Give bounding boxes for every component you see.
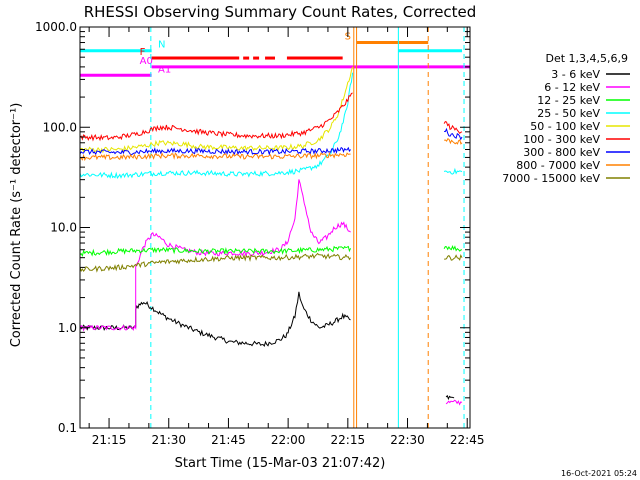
series-line-2-1 — [443, 245, 463, 252]
series-line-5-1 — [443, 120, 463, 135]
y-tick-label-4: 0.1 — [58, 421, 77, 435]
series-line-3-0 — [79, 72, 354, 179]
series-line-1-1 — [445, 399, 463, 406]
series-line-7-1 — [444, 137, 463, 145]
legend-label-7: 800 - 7000 keV — [516, 159, 600, 172]
series-2 — [79, 245, 463, 257]
x-tick-label-3: 22:00 — [271, 433, 306, 447]
flag-label-f: F — [140, 47, 146, 58]
series-line-4-0 — [79, 66, 354, 154]
series-line-8-0 — [79, 252, 352, 273]
legend-label-5: 100 - 300 keV — [523, 133, 600, 146]
legend-label-2: 12 - 25 keV — [537, 94, 600, 107]
y-tick-label-1: 100.0 — [43, 120, 77, 134]
legend-label-1: 6 - 12 keV — [544, 81, 600, 94]
series-7 — [79, 137, 463, 162]
x-tick-label-0: 21:15 — [92, 433, 127, 447]
legend-label-0: 3 - 6 keV — [551, 68, 600, 81]
x-tick-label-6: 22:45 — [450, 433, 485, 447]
y-axis-label: Corrected Count Rate (s⁻¹ detector⁻¹) — [9, 103, 24, 348]
series-layer — [79, 66, 463, 406]
series-4 — [79, 66, 354, 154]
legend-label-3: 25 - 50 keV — [537, 107, 600, 120]
series-line-6-1 — [444, 127, 463, 141]
y-tick-label-3: 1.0 — [58, 321, 77, 335]
x-tick-label-1: 21:30 — [151, 433, 186, 447]
flag-label-s: S — [345, 32, 351, 43]
flag-label-a0: A0 — [140, 56, 153, 67]
chart-title: RHESSI Observing Summary Count Rates, Co… — [84, 3, 477, 21]
series-line-3-1 — [443, 167, 463, 175]
series-line-5-0 — [79, 92, 353, 142]
series-line-0-0 — [79, 291, 351, 348]
legend-header: Det 1,3,4,5,6,9 — [545, 52, 628, 65]
series-line-2-0 — [79, 245, 352, 257]
legend-label-4: 50 - 100 keV — [530, 120, 600, 133]
series-6 — [79, 127, 463, 156]
y-tick-label-2: 10.0 — [50, 221, 77, 235]
timestamp: 16-Oct-2021 05:24 — [561, 469, 637, 478]
series-3 — [79, 72, 463, 179]
y-tick-label-0: 1000.0 — [35, 20, 77, 34]
legend-label-8: 7000 - 15000 keV — [502, 172, 600, 185]
series-line-1-0 — [79, 179, 351, 332]
series-line-6-0 — [79, 146, 352, 156]
series-8 — [79, 252, 463, 273]
series-line-0-1 — [445, 394, 455, 401]
series-5 — [79, 92, 463, 142]
series-0 — [79, 291, 455, 401]
x-tick-label-4: 22:15 — [331, 433, 366, 447]
series-line-7-0 — [79, 151, 351, 162]
x-axis-label: Start Time (15-Mar-03 21:07:42) — [175, 456, 386, 471]
flag-label-a1: A1 — [158, 64, 171, 75]
x-tick-label-5: 22:30 — [390, 433, 425, 447]
legend-label-6: 300 - 800 keV — [523, 146, 600, 159]
axis-layer: 1000.0 100.0 10.0 1.0 0.1 21:15 21:30 21:45 22:0… — [35, 20, 485, 447]
x-tick-label-2: 21:45 — [211, 433, 246, 447]
flag-label-n: N — [158, 40, 165, 51]
flag-layer: N FA0 A1 S — [80, 32, 470, 77]
series-line-8-1 — [444, 254, 463, 261]
series-1 — [79, 179, 463, 406]
